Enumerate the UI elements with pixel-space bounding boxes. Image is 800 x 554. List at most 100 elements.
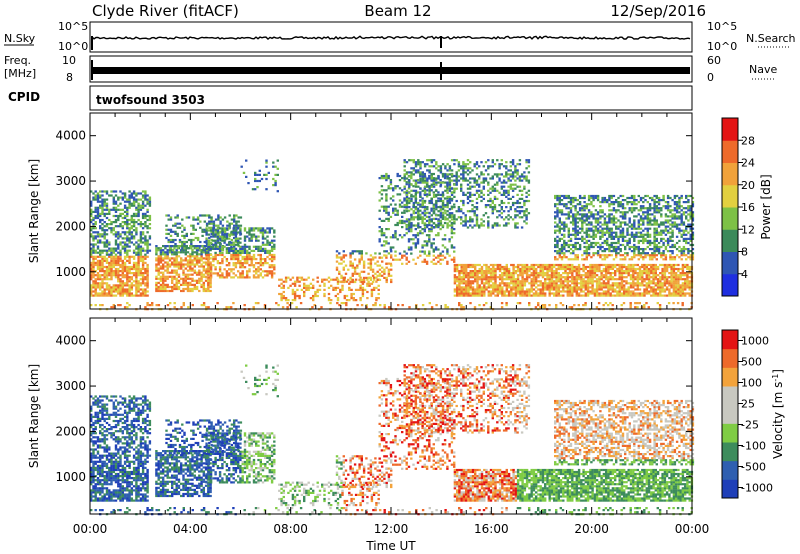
power-cell [557, 276, 560, 279]
power-cell [228, 233, 231, 236]
power-cell [169, 228, 173, 231]
power-cell [92, 282, 95, 285]
power-cell [282, 280, 285, 283]
power-cell [175, 261, 178, 264]
power-cell [155, 275, 158, 278]
power-cell [437, 206, 440, 209]
power-cell [141, 294, 145, 297]
power-cell [523, 290, 527, 293]
power-cell [556, 207, 559, 210]
power-cell [343, 294, 346, 298]
power-cell [493, 206, 497, 209]
power-cell [336, 278, 340, 281]
power-cell [414, 183, 418, 186]
power-cell [602, 276, 606, 279]
power-cell [237, 227, 240, 230]
power-cell [491, 208, 494, 211]
power-cell [688, 267, 691, 271]
power-cell [500, 216, 503, 219]
power-cell [605, 286, 608, 289]
power-cell [523, 282, 527, 285]
power-cell [117, 216, 120, 220]
power-cell [487, 181, 490, 184]
power-cell [166, 277, 169, 280]
power-cell [385, 197, 388, 200]
power-cell [246, 262, 249, 265]
power-cell [611, 265, 615, 269]
power-cell [128, 202, 131, 205]
power-cell [374, 272, 377, 275]
power-cell [239, 266, 242, 269]
power-cell [243, 260, 247, 263]
power-cell [668, 276, 671, 279]
power-cell [209, 283, 212, 286]
power-cell [480, 294, 484, 297]
power-cell [99, 225, 102, 228]
power-cell [403, 179, 406, 182]
power-cell [623, 263, 626, 267]
power-cell [237, 260, 240, 263]
power-cell [450, 175, 454, 178]
power-cell [647, 280, 651, 283]
power-cell [205, 241, 208, 244]
power-cell [555, 274, 558, 277]
power-cell [665, 294, 669, 297]
power-cell [507, 286, 511, 289]
power-cell [369, 260, 373, 263]
power-cell [367, 262, 370, 265]
power-cell [584, 288, 587, 291]
power-cell [128, 223, 131, 226]
power-cell [492, 284, 495, 287]
power-cell [652, 274, 655, 277]
power-cell [557, 288, 560, 291]
power-cell [408, 226, 411, 229]
power-cell [410, 183, 413, 186]
power-cell [598, 282, 601, 285]
power-cell [126, 243, 129, 246]
power-cell [414, 163, 418, 166]
power-cell [365, 252, 368, 255]
power-cell [189, 263, 192, 266]
power-cell [448, 212, 452, 215]
power-cell [254, 179, 257, 183]
power-cell [430, 177, 433, 180]
power-cell [202, 257, 205, 260]
power-cell [144, 255, 147, 258]
power-cell [484, 179, 488, 182]
power-cell [166, 269, 169, 272]
power-cell [121, 216, 124, 220]
power-cell [385, 262, 388, 265]
power-cell [341, 284, 344, 287]
power-cell [349, 256, 352, 259]
power-cell [94, 214, 97, 218]
power-cell [243, 249, 247, 252]
power-cell [471, 177, 474, 180]
power-cell [105, 274, 109, 277]
power-cell [232, 233, 235, 236]
power-cell [342, 254, 345, 257]
nsky-tick-bottom: 10^0 [58, 40, 88, 53]
power-cell [450, 228, 454, 231]
power-cell [162, 267, 165, 270]
power-cell [126, 206, 129, 209]
power-cell [580, 290, 583, 293]
power-cell [493, 204, 497, 207]
power-cell [428, 254, 431, 257]
power-cell [554, 229, 557, 232]
power-cell [385, 228, 388, 231]
power-cell [432, 222, 436, 225]
power-cell [652, 280, 655, 283]
power-cell [460, 208, 463, 211]
power-cell [428, 174, 431, 178]
power-cell [101, 218, 104, 222]
power-cell [636, 272, 639, 275]
power-cell [162, 275, 165, 278]
power-cell [190, 224, 193, 227]
power-cell [110, 294, 113, 297]
power-cell [507, 272, 511, 275]
power-cell [358, 262, 361, 265]
power-cell [141, 263, 145, 267]
power-cell [471, 290, 475, 293]
power-cell [652, 292, 655, 295]
power-cell [441, 195, 445, 198]
